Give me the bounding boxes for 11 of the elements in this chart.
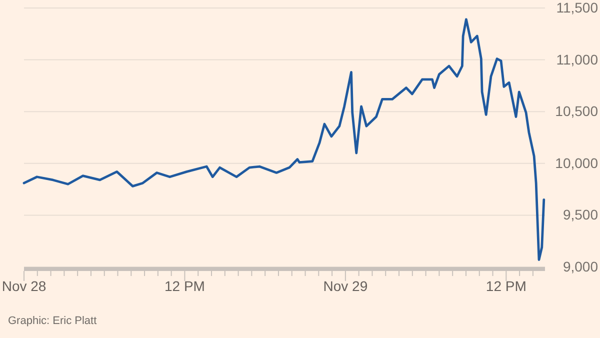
y-tick-label: 9,000: [562, 258, 598, 274]
y-tick-label: 9,500: [562, 206, 598, 223]
y-tick-label: 10,000: [555, 154, 598, 171]
x-tick-label: Nov 29: [323, 278, 368, 294]
y-tick-label: 11,000: [556, 51, 598, 68]
y-tick-label: 10,500: [555, 103, 598, 120]
text: Graphic: Eric Platt: [8, 315, 97, 327]
y-tick-label: 11,500: [556, 0, 598, 16]
x-tick-label: 12 PM: [486, 278, 526, 294]
x-tick-label: 12 PM: [164, 278, 205, 294]
x-tick-label: Nov 28: [2, 278, 46, 294]
